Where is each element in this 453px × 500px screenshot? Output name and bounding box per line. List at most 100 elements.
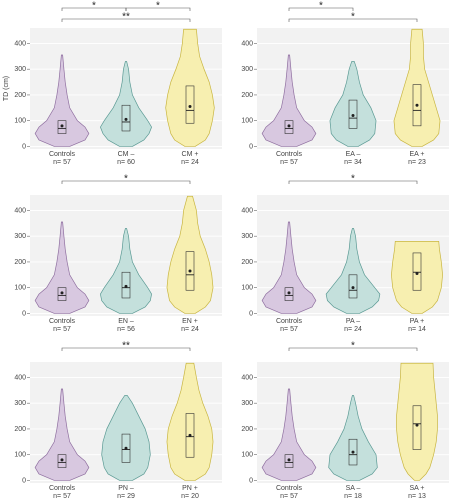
mean-point — [287, 291, 291, 295]
n-label: n= 23 — [408, 159, 426, 166]
box — [412, 405, 422, 450]
y-tick-label: 300 — [241, 233, 253, 240]
significance-label: ** — [122, 341, 130, 352]
x-tick-label: Controls — [49, 151, 76, 158]
violin — [100, 61, 152, 147]
x-tick-label: Controls — [276, 151, 303, 158]
y-tick-label: 200 — [241, 426, 253, 433]
violin — [261, 54, 317, 147]
y-tick-label: 200 — [14, 426, 26, 433]
violin — [391, 240, 443, 314]
y-tick-label: 100 — [241, 285, 253, 292]
violin — [34, 221, 90, 314]
x-tick-label: SA – — [346, 485, 361, 492]
y-tick-label: 0 — [22, 310, 26, 317]
n-label: n= 34 — [344, 159, 362, 166]
n-label: n= 60 — [117, 159, 135, 166]
box — [121, 104, 131, 132]
x-tick-label: CM + — [182, 151, 199, 158]
y-tick-label: 0 — [249, 143, 253, 150]
y-axis-label: TD (cm) — [3, 76, 10, 101]
significance-bracket — [288, 347, 418, 351]
box — [284, 120, 294, 134]
violin — [329, 61, 377, 147]
violin — [393, 28, 441, 147]
y-tick-label: 400 — [241, 40, 253, 47]
n-label: n= 57 — [280, 326, 298, 333]
box — [348, 274, 358, 299]
x-tick-label: EN + — [182, 318, 198, 325]
x-tick-label: Controls — [276, 485, 303, 492]
y-tick-label: 0 — [249, 310, 253, 317]
box — [57, 454, 67, 468]
mean-point — [415, 103, 419, 107]
violin — [166, 195, 214, 314]
mean-point — [351, 286, 355, 290]
y-tick-label: 200 — [14, 92, 26, 99]
mean-point — [60, 458, 64, 462]
box — [412, 84, 422, 127]
n-label: n= 57 — [53, 159, 71, 166]
violin — [34, 54, 90, 147]
y-tick-label: 400 — [241, 207, 253, 214]
violin — [166, 362, 214, 481]
mean-point — [415, 272, 419, 276]
box — [121, 433, 131, 463]
y-tick-label: 0 — [22, 477, 26, 484]
n-label: n= 14 — [408, 326, 426, 333]
violin — [100, 228, 152, 314]
x-tick-label: Controls — [49, 485, 76, 492]
n-label: n= 24 — [181, 326, 199, 333]
significance-bracket — [61, 180, 191, 184]
significance-bracket — [61, 18, 191, 22]
mean-point — [287, 124, 291, 128]
y-tick-label: 300 — [14, 233, 26, 240]
box — [57, 287, 67, 301]
mean-point — [415, 423, 419, 427]
y-tick-label: 200 — [241, 92, 253, 99]
mean-point — [124, 117, 128, 121]
n-label: n= 57 — [53, 326, 71, 333]
y-tick-label: 300 — [14, 400, 26, 407]
n-label: n= 57 — [280, 493, 298, 500]
y-tick-label: 400 — [241, 374, 253, 381]
y-tick-label: 300 — [14, 66, 26, 73]
box — [185, 251, 195, 291]
violin — [101, 395, 151, 481]
y-tick-label: 100 — [14, 285, 26, 292]
box — [348, 99, 358, 129]
x-tick-label: PN – — [118, 485, 134, 492]
x-tick-label: EN – — [118, 318, 134, 325]
significance-bracket — [288, 7, 354, 11]
x-tick-label: Controls — [276, 318, 303, 325]
mean-point — [124, 446, 128, 450]
y-tick-label: 200 — [14, 259, 26, 266]
mean-point — [188, 105, 192, 109]
x-tick-label: Controls — [49, 318, 76, 325]
n-label: n= 13 — [408, 493, 426, 500]
n-label: n= 20 — [181, 493, 199, 500]
significance-label: * — [156, 1, 160, 12]
y-tick-label: 400 — [14, 207, 26, 214]
x-tick-label: CM – — [118, 151, 135, 158]
y-tick-label: 0 — [249, 477, 253, 484]
box — [185, 413, 195, 458]
significance-bracket — [61, 347, 191, 351]
y-tick-label: 300 — [241, 66, 253, 73]
mean-point — [287, 458, 291, 462]
significance-bracket — [288, 18, 418, 22]
mean-point — [188, 433, 192, 437]
y-tick-label: 400 — [14, 374, 26, 381]
x-tick-label: PN + — [182, 485, 198, 492]
box — [57, 120, 67, 134]
y-tick-label: 100 — [14, 452, 26, 459]
n-label: n= 56 — [117, 326, 135, 333]
x-tick-label: EA – — [346, 151, 361, 158]
n-label: n= 24 — [181, 159, 199, 166]
mean-point — [124, 284, 128, 288]
significance-bracket — [125, 7, 191, 11]
n-label: n= 18 — [344, 493, 362, 500]
mean-point — [60, 124, 64, 128]
mean-point — [188, 269, 192, 273]
